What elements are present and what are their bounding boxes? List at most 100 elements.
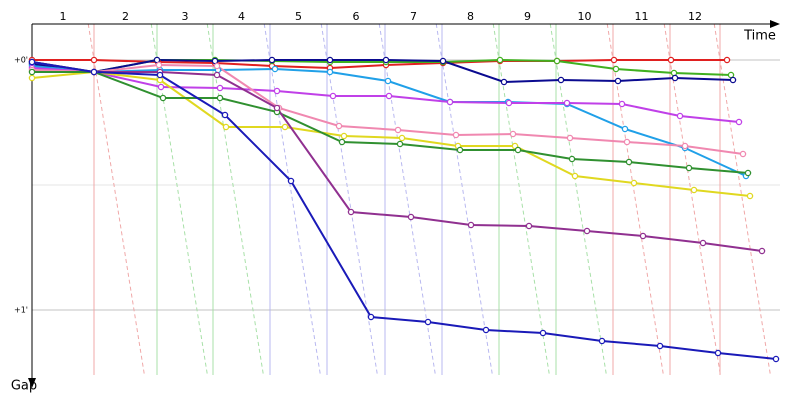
background-layer [32,23,780,376]
y-axis-label: Gap [11,379,37,394]
data-point [500,78,508,86]
lap-gap-line [320,23,378,376]
data-point [407,213,415,221]
data-point [287,177,295,185]
x-tick-label: 6 [353,10,360,23]
data-point [598,337,606,345]
lap-gap-line [435,23,493,376]
data-point [583,227,591,235]
x-tick-label: 7 [410,10,417,23]
data-point [367,313,375,321]
data-point [213,62,221,70]
data-point [557,76,565,84]
data-point [326,68,334,76]
lap-gap-line [87,23,145,376]
x-tick-label: 1 [60,10,67,23]
data-point [714,349,722,357]
data-point [329,92,337,100]
data-point [156,71,164,79]
lap-gap-line [492,23,550,376]
data-point [439,57,447,65]
data-point [553,57,561,65]
data-point [157,83,165,91]
x-tick-label: 11 [635,10,649,23]
x-tick-label: 10 [578,10,592,23]
x-axis-arrow [770,20,780,28]
data-point [467,221,475,229]
data-point [396,140,404,148]
data-point [347,208,355,216]
data-point [482,326,490,334]
data-point [625,158,633,166]
data-point [271,65,279,73]
data-point [213,71,221,79]
data-point [681,142,689,150]
data-point [385,92,393,100]
x-tick-label: 2 [122,10,129,23]
data-point [739,150,747,158]
data-point [568,155,576,163]
data-point [630,179,638,187]
data-point [667,56,675,64]
data-point [744,169,752,177]
data-point [155,61,163,69]
series-line [32,71,749,174]
data-point [452,131,460,139]
lap-gap-line [713,23,771,376]
lap-gap-line [549,23,607,376]
data-point [514,146,522,154]
data-point [656,342,664,350]
data-point [639,232,647,240]
data-point [735,118,743,126]
data-point [273,87,281,95]
y-tick-label: +0' [14,56,28,65]
data-point [723,56,731,64]
data-point [772,355,780,363]
data-point [221,111,229,119]
data-point [326,56,334,64]
data-point [382,56,390,64]
data-point [28,68,36,76]
data-point [90,56,98,64]
data-point [571,172,579,180]
data-point [216,84,224,92]
x-tick-label: 3 [182,10,189,23]
data-point [335,122,343,130]
data-point [159,94,167,102]
data-point [676,112,684,120]
data-point [505,99,513,107]
data-point [729,76,737,84]
data-point [621,125,629,133]
data-point [496,56,504,64]
lap-gap-line [663,23,721,376]
data-point [509,130,517,138]
data-point [539,329,547,337]
data-point [394,126,402,134]
x-tick-label: 5 [295,10,302,23]
data-point [28,58,36,66]
y-axis-arrow [28,378,36,388]
data-point [563,99,571,107]
lap-gap-line [206,23,264,376]
data-point [525,222,533,230]
data-point [340,132,348,140]
data-point [281,123,289,131]
data-point [623,138,631,146]
data-point [671,74,679,82]
lap-gap-line [606,23,664,376]
data-point [614,77,622,85]
data-point [670,69,678,77]
x-tick-label: 9 [524,10,531,23]
lap-gap-line [263,23,321,376]
data-point [456,146,464,154]
data-point [398,134,406,142]
series-line [31,61,777,360]
x-axis-label: Time [743,29,776,44]
x-tick-label: 12 [688,10,702,23]
data-point [746,192,754,200]
data-point [618,100,626,108]
x-tick-label: 4 [238,10,245,23]
data-point [216,94,224,102]
data-point [690,186,698,194]
